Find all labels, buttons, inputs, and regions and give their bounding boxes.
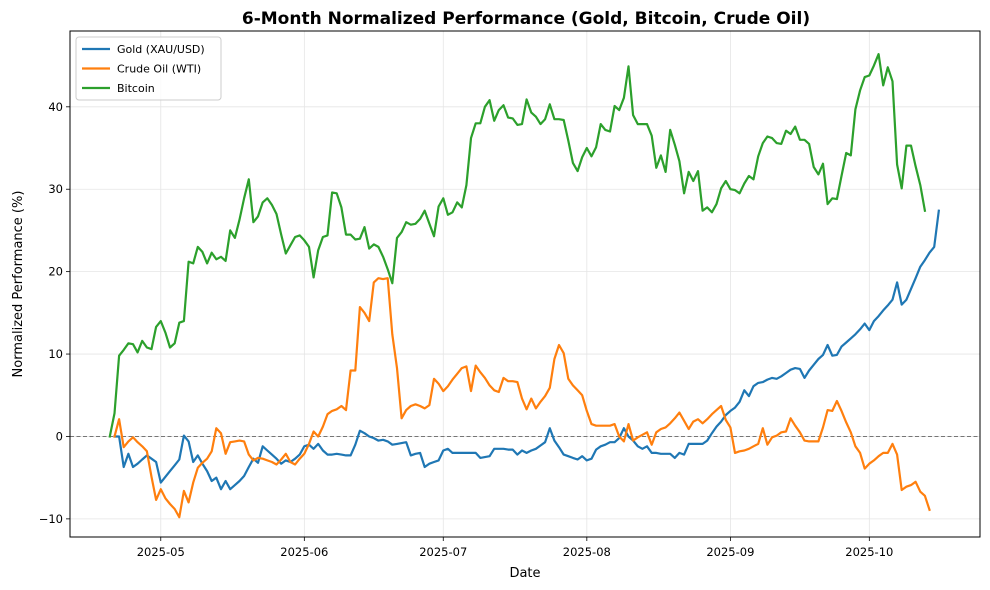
series-line [113, 209, 941, 491]
series-line [113, 277, 931, 519]
x-axis-ticks: 2025-05 2025-06 2025-07 2025-08 2025-09 2025-… [137, 537, 893, 559]
series-gold-xau-usd [113, 209, 941, 491]
series-line [108, 52, 927, 438]
legend-label: Gold (XAU/USD) [117, 43, 205, 56]
chart-title: 6-Month Normalized Performance (Gold, Bi… [242, 9, 810, 29]
x-tick-label: 2025-07 [419, 545, 467, 559]
axes-frame [69, 30, 981, 538]
y-axis-label: Normalized Performance (%) [11, 191, 26, 378]
y-tick-label: 30 [48, 182, 63, 196]
series-layer [108, 52, 941, 519]
x-tick-label: 2025-09 [706, 545, 754, 559]
series-crude-oil-wti [113, 277, 931, 519]
x-tick-label: 2025-10 [845, 545, 893, 559]
x-tick-label: 2025-05 [137, 545, 185, 559]
series-bitcoin [108, 52, 927, 438]
plot-area [69, 30, 981, 538]
y-tick-label: 40 [48, 100, 63, 114]
y-axis-ticks: −10 0 10 20 30 40 [39, 100, 70, 526]
x-tick-label: 2025-06 [280, 545, 328, 559]
legend-label: Bitcoin [117, 82, 155, 95]
y-tick-label: 10 [48, 347, 63, 361]
x-axis-label: Date [509, 566, 540, 581]
legend-label: Crude Oil (WTI) [117, 63, 201, 76]
x-tick-label: 2025-08 [563, 545, 611, 559]
legend-frame [75, 36, 222, 101]
y-tick-label: −10 [39, 512, 63, 526]
y-tick-label: 20 [48, 265, 63, 279]
legend: Gold (XAU/USD) Crude Oil (WTI) Bitcoin [75, 36, 222, 101]
y-tick-label: 0 [56, 429, 63, 443]
